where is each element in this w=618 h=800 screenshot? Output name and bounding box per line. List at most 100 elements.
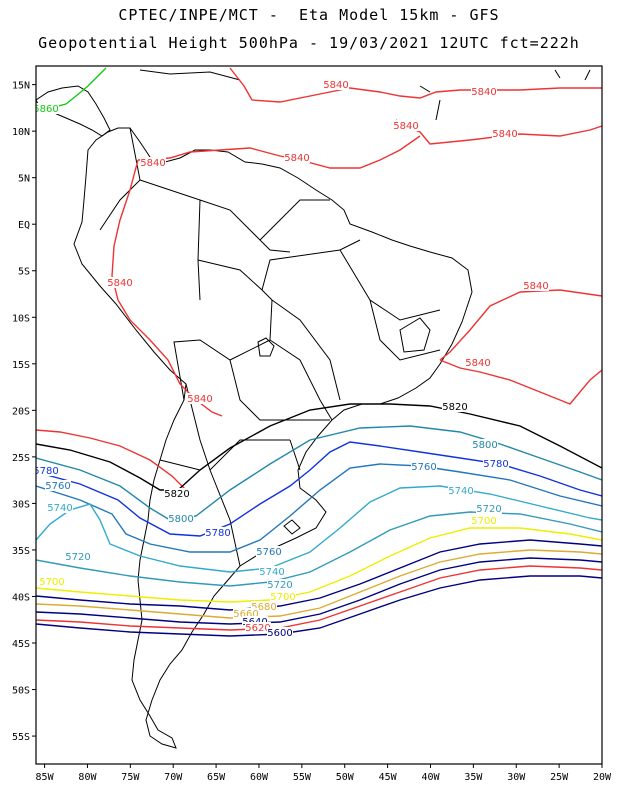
lat-tick-label: 15S: [12, 360, 30, 371]
lat-tick-label: 15N: [12, 81, 30, 92]
contour-label-5700: 5700: [270, 592, 295, 603]
lat-tick-label: 55S: [12, 732, 30, 743]
lon-tick-label: 85W: [36, 772, 55, 783]
contour-label-bg: [47, 502, 73, 513]
axis-labels: 85W 80W 75W 70W 65W 60W 55W 50W 45W 40W 35W 30W 25W 2…: [12, 81, 612, 783]
lon-tick-label: 60W: [250, 772, 269, 783]
contour-label-bg: [323, 79, 349, 90]
lat-tick-label: EQ: [18, 220, 30, 231]
contour-label-bg: [242, 616, 268, 627]
lon-tick-label: 65W: [207, 772, 226, 783]
contour-label-bg: [259, 566, 285, 577]
lat-tick-label: 45S: [12, 639, 30, 650]
lat-tick-label: 50S: [12, 686, 30, 697]
lon-tick-label: 80W: [78, 772, 97, 783]
contour-label-bg: [39, 576, 65, 587]
contour-label-5720: 5720: [267, 580, 292, 591]
contour-label-5740: 5740: [448, 486, 473, 497]
contour-label-bg: [270, 591, 296, 602]
contour-label-5700: 5700: [39, 577, 64, 588]
lat-tick-label: 20S: [12, 406, 30, 417]
country-borders: [99, 127, 441, 567]
contour-label-5840: 5840: [323, 80, 348, 91]
south-america-coastline: [73, 127, 473, 749]
contour-label-5840: 5840: [492, 129, 517, 140]
contour-label-bg: [476, 503, 502, 514]
contour-label-5720: 5720: [476, 504, 501, 515]
contour-label-bg: [245, 622, 271, 633]
contour-label-bg: [233, 608, 259, 619]
lon-tick-label: 50W: [336, 772, 355, 783]
contour-label-5620: 5620: [245, 623, 270, 634]
lat-tick-label: 5N: [18, 174, 30, 185]
contour-label-bg: [448, 485, 474, 496]
contour-label-5780: 5780: [33, 466, 58, 477]
contour-label-5840: 5840: [140, 158, 165, 169]
contour-label-5820: 5820: [442, 402, 467, 413]
contour-label-bg: [65, 551, 91, 562]
contour-label-5740: 5740: [259, 567, 284, 578]
contour-5700: [36, 527, 602, 603]
contour-label-bg: [471, 515, 497, 526]
axis-ticks: [32, 84, 603, 768]
lon-tick-label: 20W: [593, 772, 612, 783]
lon-tick-label: 45W: [379, 772, 398, 783]
contour-label-bg: [442, 401, 468, 412]
contour-label-bg: [140, 157, 166, 168]
contour-label-bg: [465, 357, 491, 368]
contour-5840-west: [36, 429, 187, 491]
contour-label-5840: 5840: [107, 278, 132, 289]
lon-tick-label: 40W: [421, 772, 440, 783]
lon-tick-label: 30W: [507, 772, 526, 783]
lon-tick-label: 25W: [550, 772, 569, 783]
contour-5720: [36, 511, 602, 587]
contour-label-bg: [523, 280, 549, 291]
contour-5840-east: [439, 289, 602, 405]
contour-label-5800: 5800: [168, 514, 193, 525]
contour-label-5700: 5700: [471, 516, 496, 527]
contour-label-bg: [168, 513, 194, 524]
lat-tick-label: 40S: [12, 592, 30, 603]
lon-tick-label: 35W: [464, 772, 483, 783]
lon-tick-label: 75W: [121, 772, 140, 783]
map-title-line2: Geopotential Height 500hPa - 19/03/2021 …: [38, 34, 580, 52]
contour-label-bg: [284, 152, 310, 163]
lat-tick-label: 30S: [12, 499, 30, 510]
contour-label-5840: 5840: [393, 121, 418, 132]
contour-label-5760: 5760: [256, 547, 281, 558]
contour-label-bg: [164, 488, 190, 499]
contour-label-bg: [45, 480, 71, 491]
lon-tick-label: 70W: [164, 772, 183, 783]
lat-tick-label: 25S: [12, 453, 30, 464]
contour-5680: [36, 539, 602, 611]
contour-label-bg: [36, 103, 59, 114]
lon-tick-label: 55W: [293, 772, 312, 783]
contour-label-5840: 5840: [471, 87, 496, 98]
contour-label-5840: 5840: [465, 358, 490, 369]
contour-label-5840: 5840: [284, 153, 309, 164]
contour-label-5660: 5660: [233, 609, 258, 620]
caribbean-islands: [139, 69, 591, 129]
contour-label-bg: [471, 86, 497, 97]
lat-tick-label: 5S: [18, 267, 30, 278]
lat-tick-label: 35S: [12, 546, 30, 557]
contour-5620: [36, 565, 602, 631]
contour-label-bg: [187, 393, 213, 404]
contour-label-bg: [107, 277, 133, 288]
contour-label-5780: 5780: [205, 528, 230, 539]
contour-label-bg: [393, 120, 419, 131]
contour-label-bg: [267, 579, 293, 590]
contour-label-5840: 5840: [523, 281, 548, 292]
map-frame: [35, 65, 603, 765]
contour-5840-north: [229, 67, 602, 103]
lakes: [257, 317, 431, 535]
contour-5640: [36, 557, 602, 625]
contour-label-bg: [36, 465, 59, 476]
contour-label-bg: [411, 461, 437, 472]
lat-tick-label: 10N: [12, 127, 30, 138]
contour-5800: [36, 425, 602, 521]
contour-label-5780: 5780: [483, 459, 508, 470]
contour-label-5740: 5740: [47, 503, 72, 514]
contour-label-5720: 5720: [65, 552, 90, 563]
